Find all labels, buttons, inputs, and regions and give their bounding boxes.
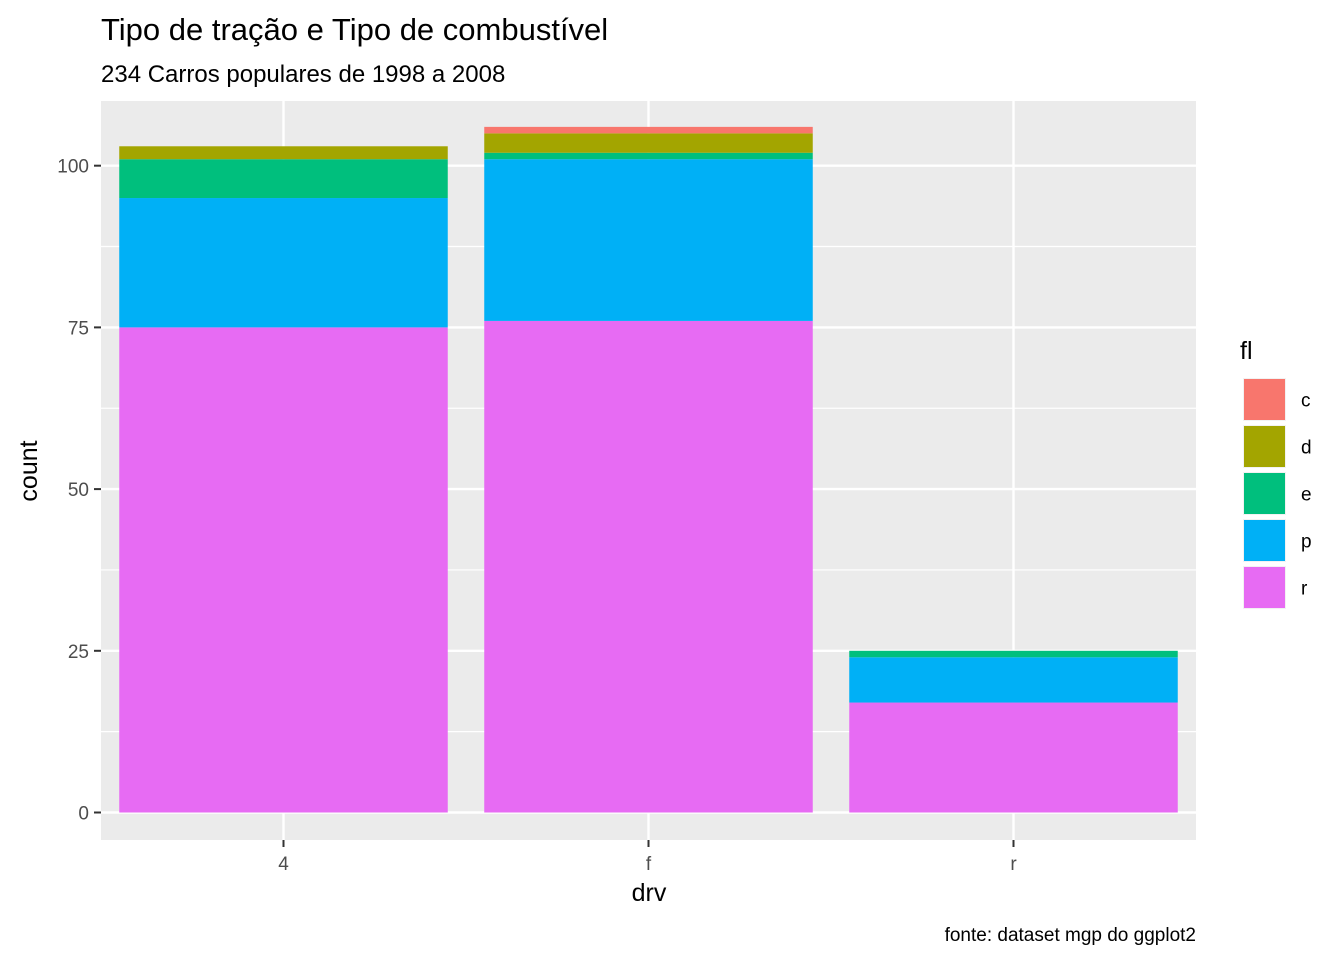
bars [119,126,1178,813]
y-tick-label: 0 [78,804,89,825]
bar-r-r [849,702,1178,813]
chart-caption: fonte: dataset mgp do ggplot2 [945,925,1196,946]
y-tick-label: 50 [68,480,89,501]
legend-swatch-e [1244,473,1285,514]
x-tick-label: r [1010,854,1017,875]
bar-e-4 [119,159,448,199]
chart-subtitle: 234 Carros populares de 1998 a 2008 [101,61,505,88]
legend-swatch-r [1244,567,1285,608]
bar-d-4 [119,146,448,160]
legend: fl c d e p r [1240,337,1312,609]
bar-r-f [484,320,813,813]
bar-p-f [484,159,813,321]
bar-d-f [484,133,813,153]
x-axis-label: drv [632,879,667,907]
y-tick-label: 25 [68,642,89,663]
chart-title: Tipo de tração e Tipo de combustível [101,12,608,47]
y-tick-label: 75 [68,318,89,339]
bar-c-f [484,126,813,134]
legend-swatch-p [1244,520,1285,561]
x-tick-label: 4 [278,854,289,875]
bar-r-4 [119,327,448,813]
y-tick-label: 100 [57,157,89,178]
legend-label-p: p [1301,532,1312,553]
bar-p-4 [119,198,448,328]
plot-panel [101,101,1196,840]
x-tick-label: f [646,854,652,875]
legend-label-d: d [1301,438,1312,459]
legend-swatch-c [1244,379,1285,420]
bar-p-r [849,657,1178,703]
legend-label-r: r [1301,579,1308,600]
legend-title: fl [1240,337,1253,365]
bar-e-f [484,152,813,160]
bar-e-r [849,650,1178,658]
legend-label-c: c [1301,391,1311,412]
legend-label-e: e [1301,485,1312,506]
y-axis-label: count [15,440,43,501]
legend-swatch-d [1244,426,1285,467]
